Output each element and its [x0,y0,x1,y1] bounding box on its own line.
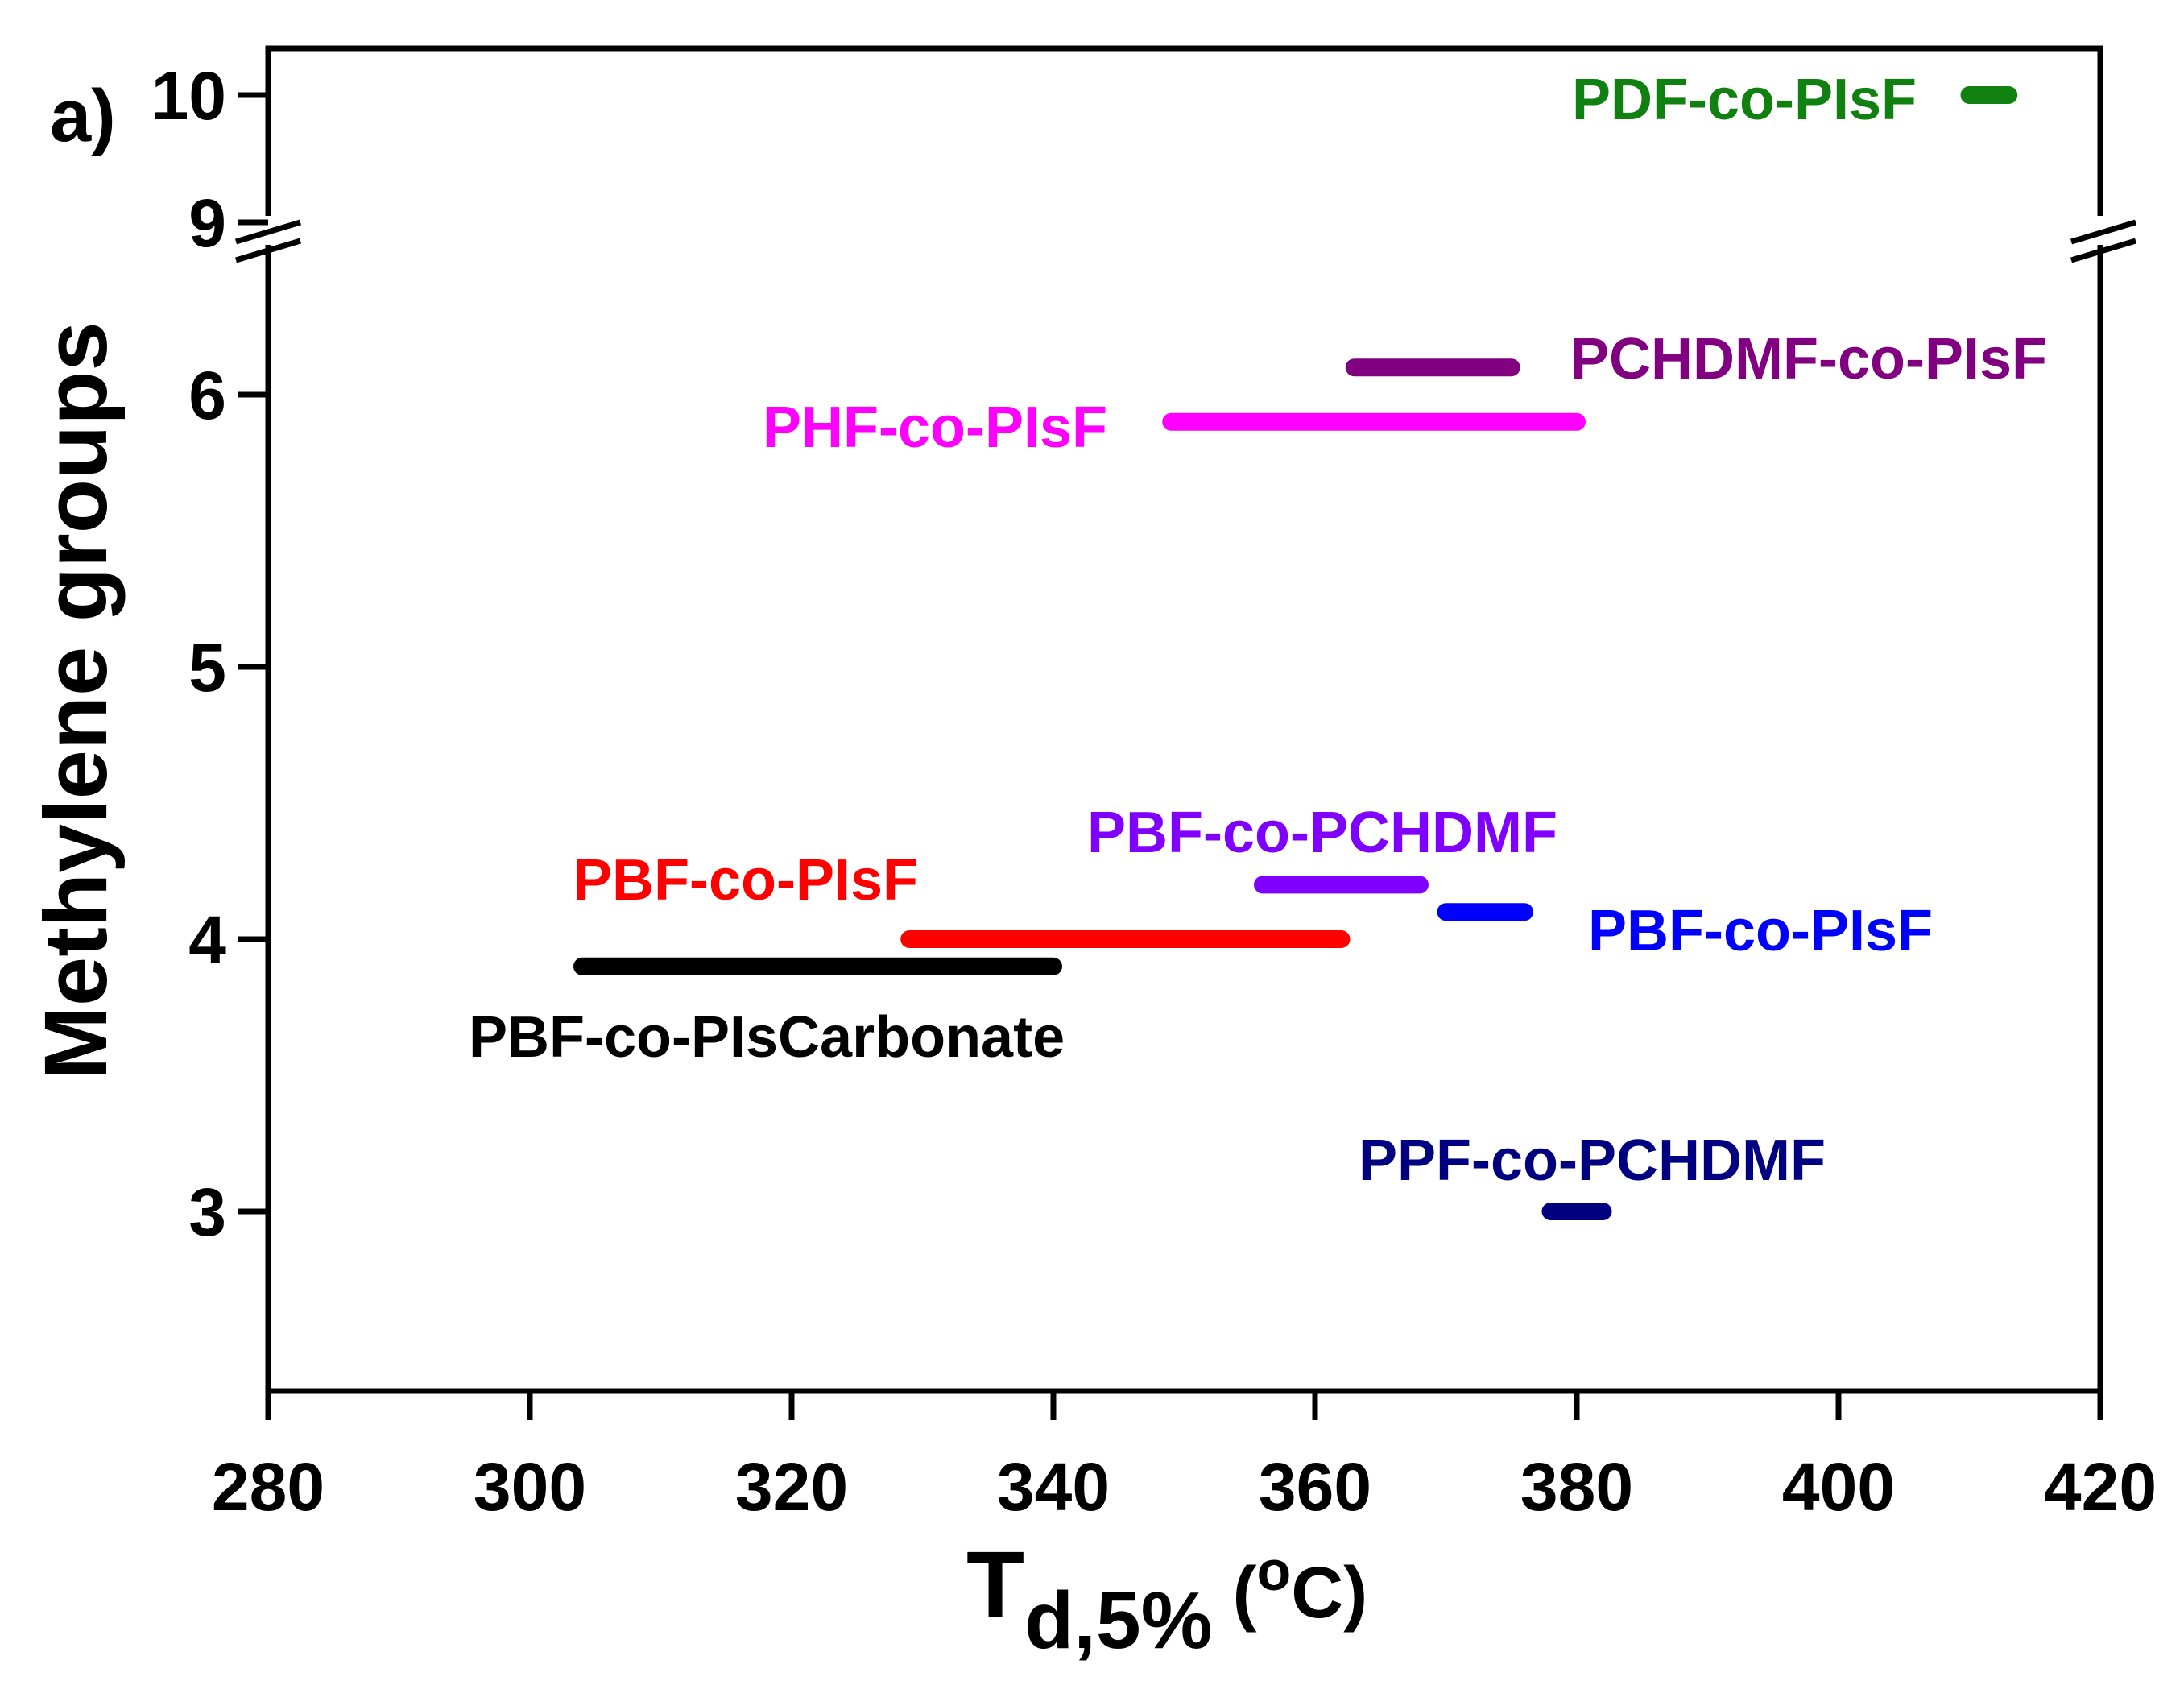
x-tick-label: 340 [997,1449,1110,1525]
x-axis-title-subscript: d,5% [1024,1575,1212,1666]
series-label: PBF-co-PIsF [1588,899,1933,963]
x-axis-title-degree: o [1256,1539,1291,1602]
axis-break [234,216,2137,263]
y-tick-label: 10 [151,58,226,134]
y-tick-label: 6 [188,358,226,433]
x-tick-label: 380 [1520,1449,1633,1525]
x-axis-title-unit-open: ( [1213,1553,1257,1633]
x-tick-label: 320 [735,1449,848,1525]
y-axis-ticks: 3 4 5 6 9 10 [151,58,268,1250]
y-axis-title: Methylene groups [27,321,126,1079]
y-tick-label: 3 [188,1174,226,1250]
series-label: PPF-co-PCHDMF [1359,1128,1826,1193]
series-label: PBF-co-PCHDMF [1087,801,1557,865]
x-axis-ticks: 280 300 320 340 360 380 400 420 [212,1391,2157,1525]
x-tick-label: 400 [1782,1449,1895,1525]
series-label: PBF-co-PIsF [573,848,918,913]
x-tick-label: 280 [212,1449,325,1525]
plot-frame [265,45,2103,1394]
y-tick-label: 4 [188,902,226,978]
series-label: PBF-co-PIsCarbonate [469,1005,1065,1070]
y-tick-label: 5 [188,630,226,706]
x-tick-label: 300 [474,1449,586,1525]
data-ranges: PDF-co-PIsF PCHDMF-co-PIsF PHF-co-PIsF PBF-… [469,68,2047,1220]
series-label: PCHDMF-co-PIsF [1570,327,2047,391]
y-tick-label: 9 [188,185,226,261]
x-tick-label: 360 [1259,1449,1371,1525]
series-label: PDF-co-PIsF [1572,68,1917,132]
series-label: PHF-co-PIsF [763,395,1107,460]
x-tick-label: 420 [2044,1449,2157,1525]
x-axis-title-main: T [966,1532,1024,1638]
x-axis-title-unit-close: C) [1291,1553,1367,1633]
panel-label: a) [50,75,116,157]
x-axis-title: Td,5% (oC) [966,1532,1367,1666]
